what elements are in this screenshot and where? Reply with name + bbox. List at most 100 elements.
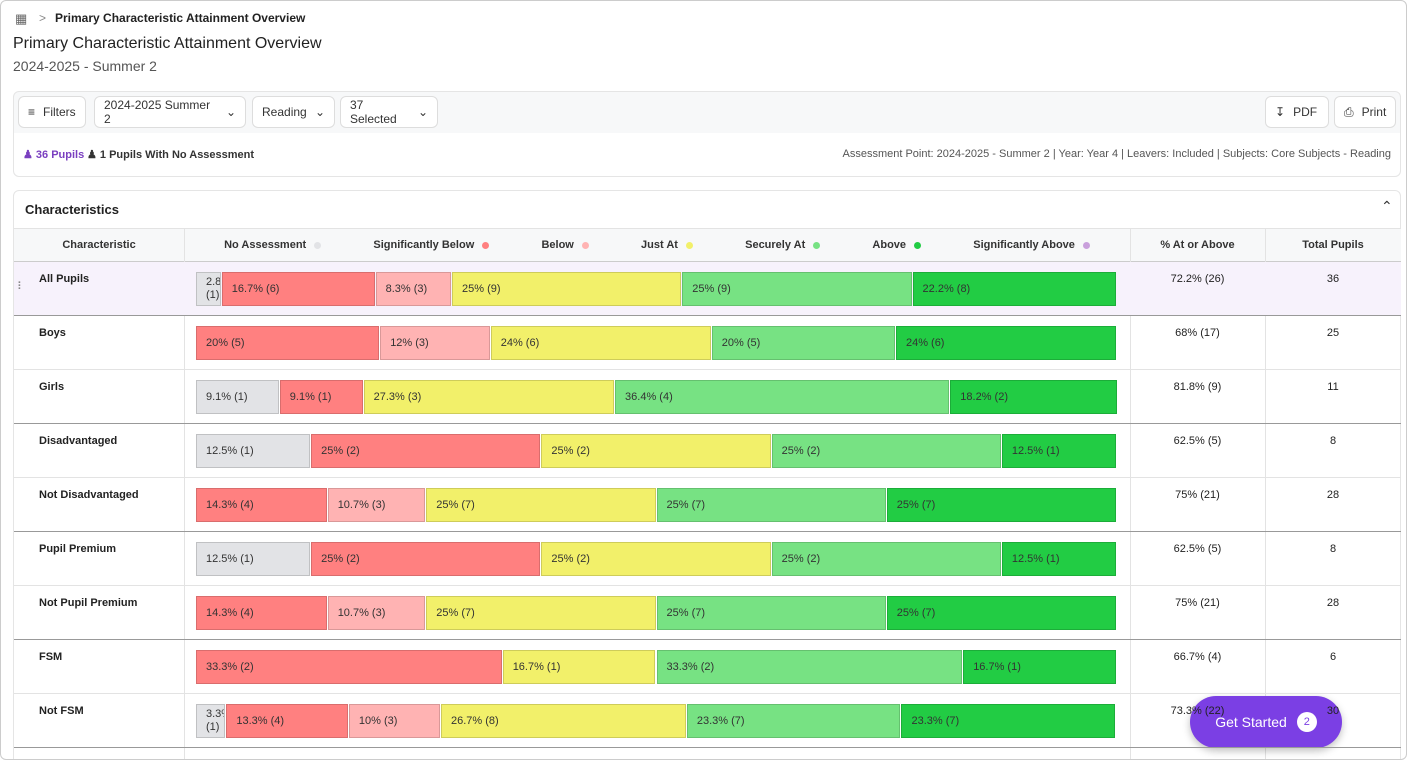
column-header: Total Pupils: [1302, 239, 1364, 251]
bar-label: 20% (5): [721, 336, 761, 349]
bar-label: 16.7% (6): [231, 282, 280, 295]
bar-label: 14.3% (4): [206, 606, 254, 619]
total-pupils: 6: [1329, 651, 1337, 663]
bar-label: 26.7% (8): [450, 714, 499, 727]
bar-segment: 13.3% (4): [226, 704, 348, 738]
legend-dot: [914, 241, 922, 249]
bar-label: 25% (2): [781, 444, 821, 457]
table-row: FSM 33.3% (2) 16.7% (1) 33.3% (2) 16.7% (1) 6…: [14, 640, 1401, 694]
bar-segment: 24% (6): [490, 326, 711, 360]
bar-segment: 23.3% (7): [901, 704, 1116, 738]
at-or-above: 73.3% (22): [1170, 705, 1225, 717]
pupils-count[interactable]: ♟ 36 Pupils: [23, 149, 85, 161]
legend-label: No Assessment: [224, 239, 307, 251]
bar-label: 8.3% (3): [385, 282, 428, 295]
characteristic-name: Pupil Premium: [39, 543, 117, 555]
badge: 2: [1296, 712, 1317, 732]
bar-segment: 20% (5): [711, 326, 895, 360]
selected-dropdown[interactable]: 37 Selected ⌄: [340, 96, 438, 128]
selected-label: 37 Selected: [350, 98, 397, 126]
bar-segment: 25% (9): [682, 272, 912, 306]
period-label: 2024-2025 Summer 2: [104, 98, 211, 126]
bar-label: 12% (3): [390, 336, 429, 349]
legend-dot: [1082, 241, 1090, 249]
legend-dot: [482, 241, 490, 249]
section-title: Characteristics: [25, 202, 119, 217]
bar-label: 23.3% (7): [911, 714, 960, 727]
bar-segment: 12.5% (1): [1001, 434, 1116, 468]
legend-item: Just At: [641, 239, 693, 251]
table-row: Not Pupil Premium 14.3% (4) 10.7% (3) 25% (…: [14, 586, 1401, 640]
bar-label: 10.7% (3): [337, 498, 386, 511]
caret: ⌄: [417, 105, 428, 119]
characteristic-name: Boys: [39, 327, 66, 339]
subject-label: Reading: [262, 105, 307, 119]
characteristic-name: Girls: [39, 381, 65, 393]
legend-item: Above: [872, 239, 922, 251]
at-or-above: 68% (17): [1175, 327, 1220, 339]
bar-label: 36.4% (4): [625, 390, 673, 403]
bar-segment: 8.3% (3): [375, 272, 452, 306]
info-bar: [14, 133, 1400, 176]
period-dropdown[interactable]: 2024-2025 Summer 2 ⌄: [94, 96, 246, 128]
bar-label: 23.3% (7): [696, 714, 745, 727]
bar-label: 9.1% (1): [289, 390, 332, 403]
column-divider: [1265, 228, 1266, 759]
bar-label: 10% (3): [358, 714, 398, 727]
bar-label: 27.3% (3): [373, 390, 422, 403]
bar-segment: 16.7% (1): [502, 650, 656, 684]
legend-item: Securely At: [745, 239, 821, 251]
bar-segment: 33.3% (2): [656, 650, 963, 684]
print-button[interactable]: ⎙ Print: [1334, 96, 1396, 128]
bar-label: 25% (7): [666, 498, 706, 511]
bar-segment: 12.5% (1): [196, 434, 311, 468]
legend-label: Above: [872, 239, 907, 251]
bar-segment: 27.3% (3): [363, 380, 615, 414]
download-icon: ↧: [1275, 105, 1286, 119]
chevron: >: [39, 11, 47, 25]
characteristic-name: Disadvantaged: [39, 435, 118, 447]
at-or-above: 62.5% (5): [1173, 543, 1222, 555]
legend-item: Significantly Above: [973, 239, 1090, 251]
table-row: Boys 20% (5) 12% (3) 24% (6) 20% (5) 24% (6) 6…: [14, 316, 1401, 370]
table-row: Disadvantaged 12.5% (1) 25% (2) 25% (2) 25% …: [14, 424, 1401, 478]
bar-segment: 12% (3): [380, 326, 490, 360]
bar-segment: 22.2% (8): [912, 272, 1116, 306]
bar-label: 25% (2): [321, 552, 360, 565]
bar-label: 25% (7): [436, 606, 475, 619]
legend-label: Significantly Below: [373, 239, 475, 251]
bar-label: 25% (7): [896, 498, 936, 511]
bar-segment: 14.3% (4): [196, 596, 327, 630]
table-row: Pupil Premium 12.5% (1) 25% (2) 25% (2) 25% …: [14, 532, 1401, 586]
legend-label: Below: [541, 239, 574, 251]
bar-segment: 12.5% (1): [1001, 542, 1116, 576]
collapse-icon[interactable]: ⌃: [1381, 198, 1393, 214]
filters-button[interactable]: ≡ Filters: [18, 96, 86, 128]
bar-segment: 25% (7): [886, 596, 1116, 630]
legend-dot: [314, 241, 322, 249]
bar-segment: 10.7% (3): [327, 596, 426, 630]
characteristic-name: Not FSM: [39, 705, 84, 717]
bar-label: 25% (2): [551, 552, 590, 565]
get-started-label: Get Started: [1215, 714, 1287, 730]
legend-dot: [685, 241, 693, 249]
at-or-above: 72.2% (26): [1170, 273, 1225, 285]
legend-item: Significantly Below: [373, 239, 490, 251]
bar-label: 12.5% (1): [206, 552, 254, 565]
at-or-above: 75% (21): [1175, 489, 1220, 501]
bar-segment: 20% (5): [196, 326, 380, 360]
table-row: Not Disadvantaged 14.3% (4) 10.7% (3) 25% (…: [14, 478, 1401, 532]
no-assessment-count[interactable]: ♟ 1 Pupils With No Assessment: [87, 149, 255, 161]
bar-label: 22.2% (8): [922, 282, 971, 295]
get-started-button[interactable]: Get Started 2: [1190, 696, 1342, 748]
pupils-label: 36 Pupils: [35, 149, 85, 161]
breadcrumb[interactable]: Primary Characteristic Attainment Overvi…: [55, 11, 306, 25]
pdf-button[interactable]: ↧ PDF: [1265, 96, 1329, 128]
section-card: [13, 190, 1401, 759]
total-pupils: 36: [1326, 273, 1340, 285]
subject-dropdown[interactable]: Reading ⌄: [252, 96, 335, 128]
total-pupils: 28: [1326, 489, 1340, 501]
legend-dot: [581, 241, 589, 249]
drag-handle: ⠇: [17, 281, 26, 293]
